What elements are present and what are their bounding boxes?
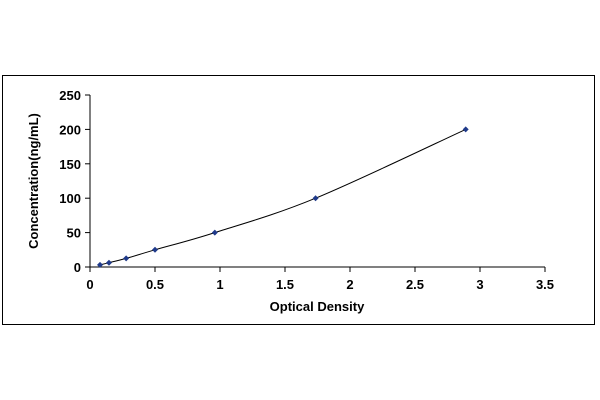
x-tick-label: 0.5 <box>146 277 164 292</box>
y-tick-label: 200 <box>59 122 81 137</box>
data-point <box>152 246 158 253</box>
y-tick-label: 0 <box>74 260 81 275</box>
y-tick-label: 150 <box>59 157 81 172</box>
data-point <box>462 126 469 133</box>
y-tick-label: 50 <box>67 226 81 241</box>
curve-layer <box>99 128 466 266</box>
x-tick-label: 2.5 <box>406 277 424 292</box>
chart-frame <box>2 75 595 325</box>
y-tick-label: 250 <box>59 88 81 103</box>
y-ticks: 0 50 100 150 200 250 <box>59 88 90 275</box>
x-tick-label: 1 <box>216 277 223 292</box>
y-axis-title: Concentration(ng/mL) <box>26 113 41 249</box>
data-point <box>105 259 112 266</box>
data-point <box>97 261 104 268</box>
y-tick-label: 100 <box>59 191 81 206</box>
data-point <box>211 229 218 236</box>
x-ticks: 0 0.5 1 1.5 2 2.5 3 3.5 <box>86 267 554 292</box>
data-point <box>312 195 319 202</box>
x-tick-label: 3.5 <box>536 277 554 292</box>
x-tick-label: 3 <box>476 277 483 292</box>
data-point <box>123 255 130 262</box>
x-tick-label: 1.5 <box>276 277 294 292</box>
x-tick-label: 0 <box>86 277 93 292</box>
x-tick-label: 2 <box>346 277 353 292</box>
standard-curve-line <box>99 128 466 266</box>
point-layer <box>97 126 469 268</box>
axes <box>89 95 545 268</box>
x-axis-title: Optical Density <box>270 299 365 314</box>
